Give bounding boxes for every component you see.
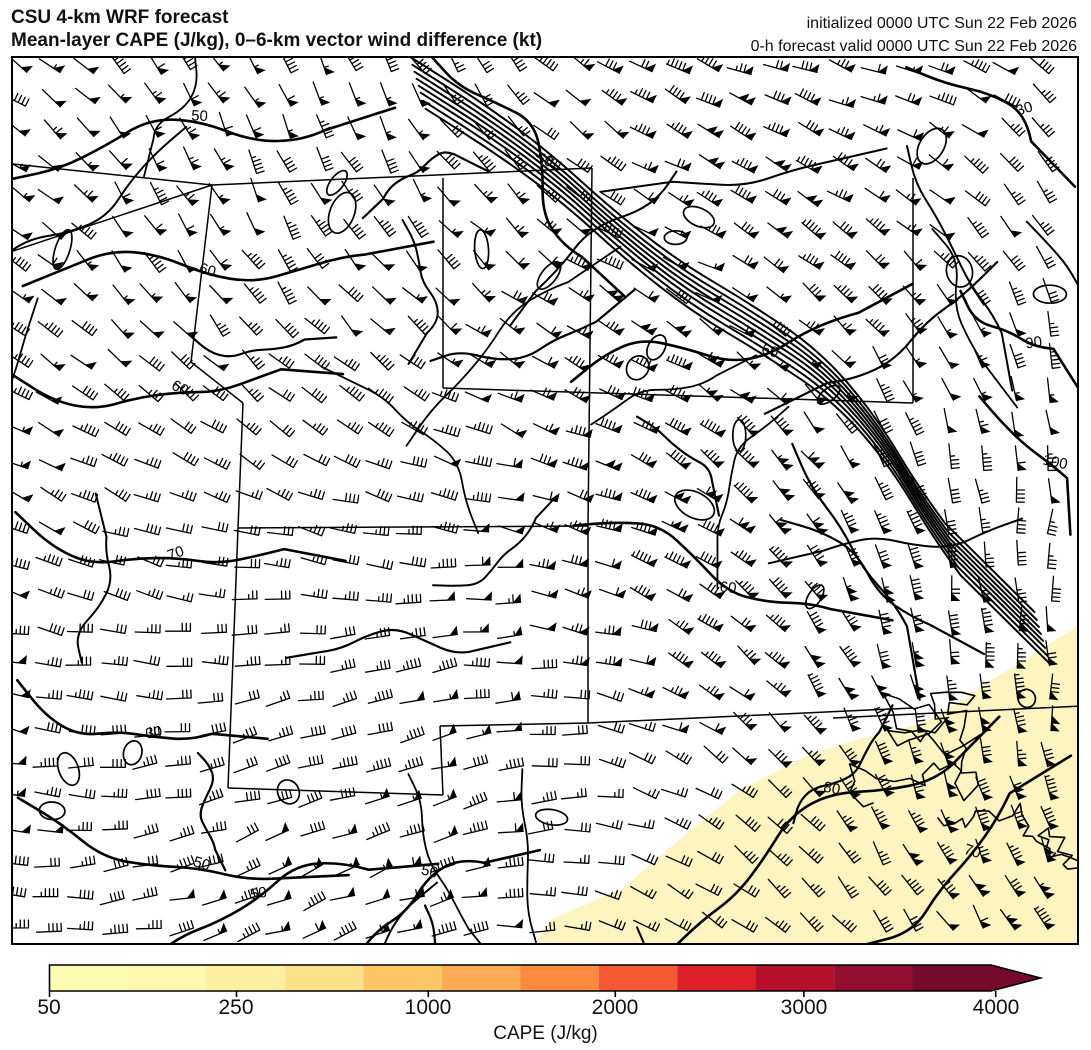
svg-text:100: 100 [1041, 451, 1069, 473]
svg-text:30: 30 [1014, 98, 1035, 119]
svg-text:60: 60 [719, 578, 737, 597]
svg-text:90: 90 [1024, 333, 1043, 352]
svg-text:50: 50 [419, 861, 439, 881]
svg-text:50: 50 [191, 107, 209, 125]
svg-text:50: 50 [249, 884, 268, 904]
svg-text:80: 80 [822, 779, 842, 799]
svg-text:30: 30 [144, 723, 163, 743]
